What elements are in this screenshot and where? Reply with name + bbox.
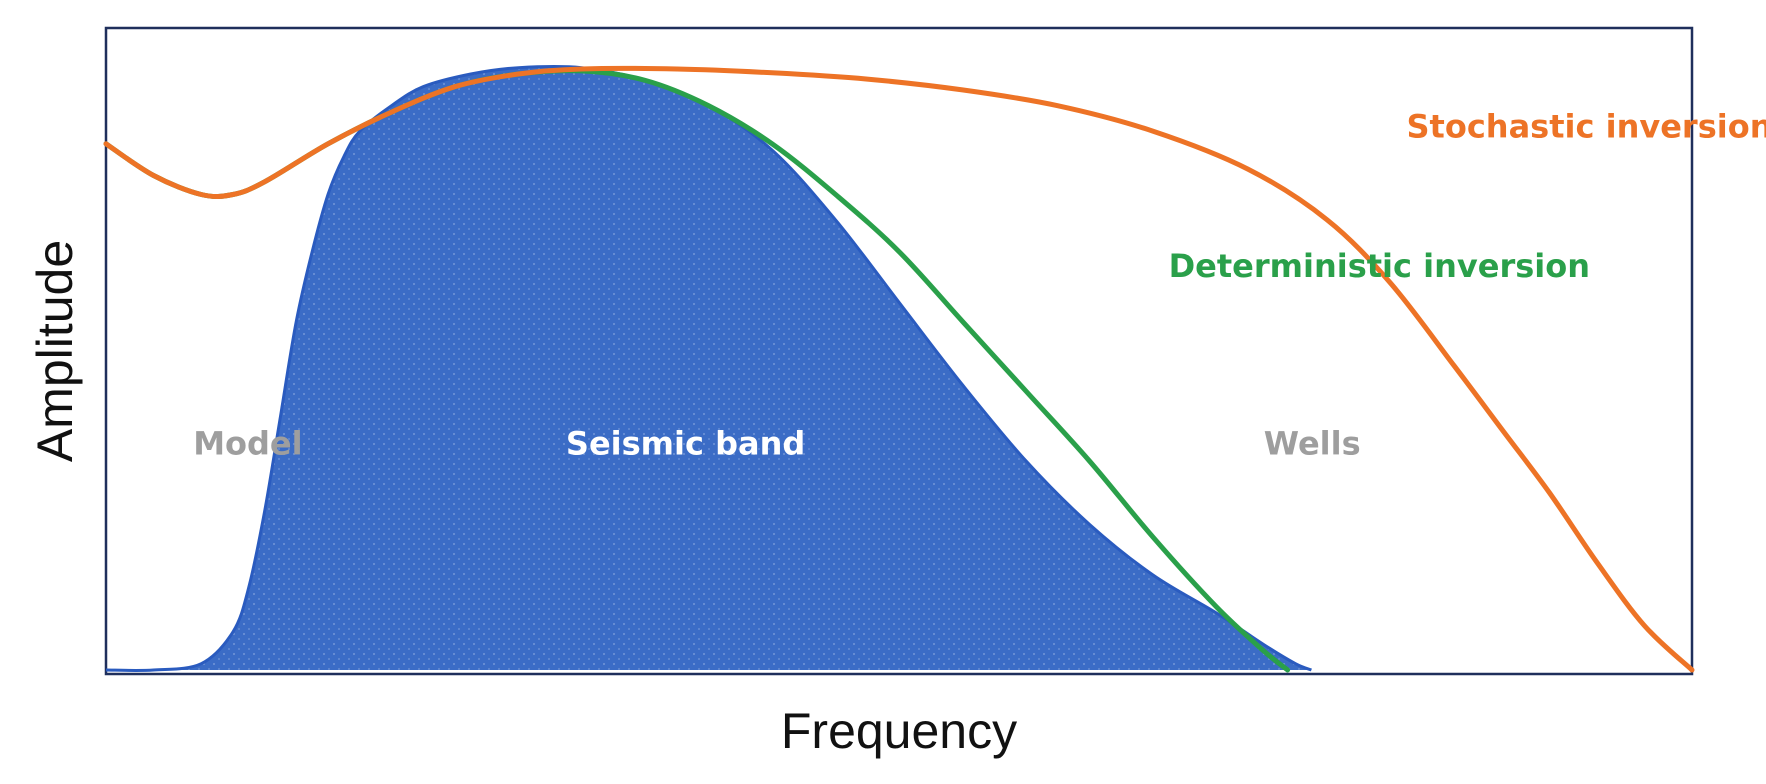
annotation-deterministic-inversion: Deterministic inversion [1169,247,1590,285]
stochastic-inversion-line [103,65,1695,673]
annotation-wells: Wells [1264,424,1361,462]
chart-labels: Model Seismic band Wells Deterministic inve… [193,107,1766,462]
annotation-stochastic-inversion: Stochastic inversion [1407,107,1766,145]
y-axis-title: Amplitude [27,240,83,462]
chart-marks [103,64,1695,673]
annotation-model: Model [193,424,302,462]
annotation-seismic-band: Seismic band [566,424,805,462]
seismic-band-edge [105,64,1312,672]
seismic-band-texture [106,66,1312,671]
x-axis-title: Frequency [781,703,1017,759]
